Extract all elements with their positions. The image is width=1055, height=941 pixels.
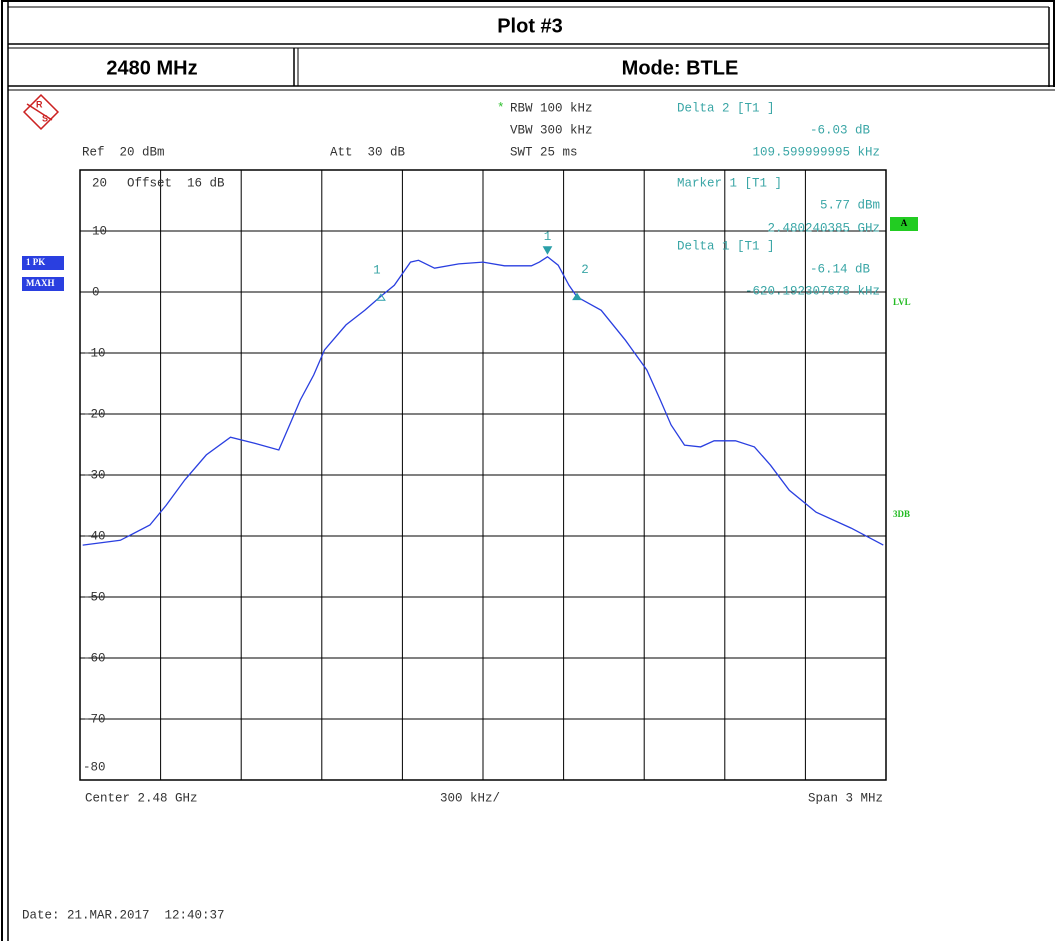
trace-mode: MAXH [26, 278, 55, 288]
date: Date: 21.MAR.2017 12:40:37 [22, 908, 225, 922]
att: Att 30 dB [330, 145, 406, 159]
a-badge [890, 217, 918, 231]
y-tick-label: -40 [83, 529, 106, 543]
swt: SWT 25 ms [510, 145, 578, 159]
rbw: RBW 100 kHz [510, 101, 593, 115]
mode: Mode: BTLE [622, 57, 739, 79]
div: 300 kHz/ [440, 791, 500, 805]
delta2-level: -6.03 dB [810, 123, 871, 137]
trace-badge [22, 277, 64, 291]
marker1-freq: 2.480240385 GHz [767, 221, 880, 235]
y-tick-label: -10 [83, 346, 106, 360]
svg-text:S: S [42, 113, 48, 123]
y-tick-label: -30 [83, 468, 106, 482]
svg-text:R: R [36, 99, 43, 109]
delta1-freq: -620.192307678 kHz [745, 284, 880, 298]
span: Span 3 MHz [808, 791, 883, 805]
marker [572, 292, 582, 301]
a-label: A [901, 218, 908, 228]
marker1-title: Marker 1 [T1 ] [677, 176, 782, 190]
trace [82, 256, 884, 546]
y-tick-label: 10 [92, 224, 107, 238]
delta1-level: -6.14 dB [810, 262, 871, 276]
marker [375, 293, 386, 301]
y-tick-label: 20 [92, 176, 107, 190]
vbw: VBW 300 kHz [510, 123, 593, 137]
3db: 3DB [893, 509, 910, 519]
center: Center 2.48 GHz [85, 791, 198, 805]
delta1-title: Delta 1 [T1 ] [677, 239, 775, 253]
y-tick-label: -50 [83, 590, 106, 604]
marker [542, 246, 553, 255]
y-tick-label: 0 [92, 285, 100, 299]
y-tick-label: -20 [83, 407, 106, 421]
y-tick-label: -60 [83, 651, 106, 665]
frequency: 2480 MHz [106, 57, 197, 79]
delta2-title: Delta 2 [T1 ] [677, 101, 775, 115]
trace-label: 1 PK [26, 257, 45, 267]
offset: Offset 16 dB [127, 176, 225, 190]
marker-label: 1 [544, 230, 552, 244]
marker-label: 2 [581, 263, 589, 277]
y-tick-label: -70 [83, 712, 106, 726]
delta2-freq: 109.599999995 kHz [752, 145, 880, 159]
lvl: LVL [893, 297, 911, 307]
marker-label: 1 [373, 264, 381, 278]
rs-logo: R S [22, 93, 60, 131]
ref: Ref 20 dBm [82, 145, 165, 159]
trace-badge [22, 256, 64, 270]
marker1-level: 5.77 dBm [820, 198, 880, 212]
star: * [497, 101, 505, 115]
plot-title: Plot #3 [497, 15, 563, 37]
y-tick-label: -80 [83, 760, 106, 774]
